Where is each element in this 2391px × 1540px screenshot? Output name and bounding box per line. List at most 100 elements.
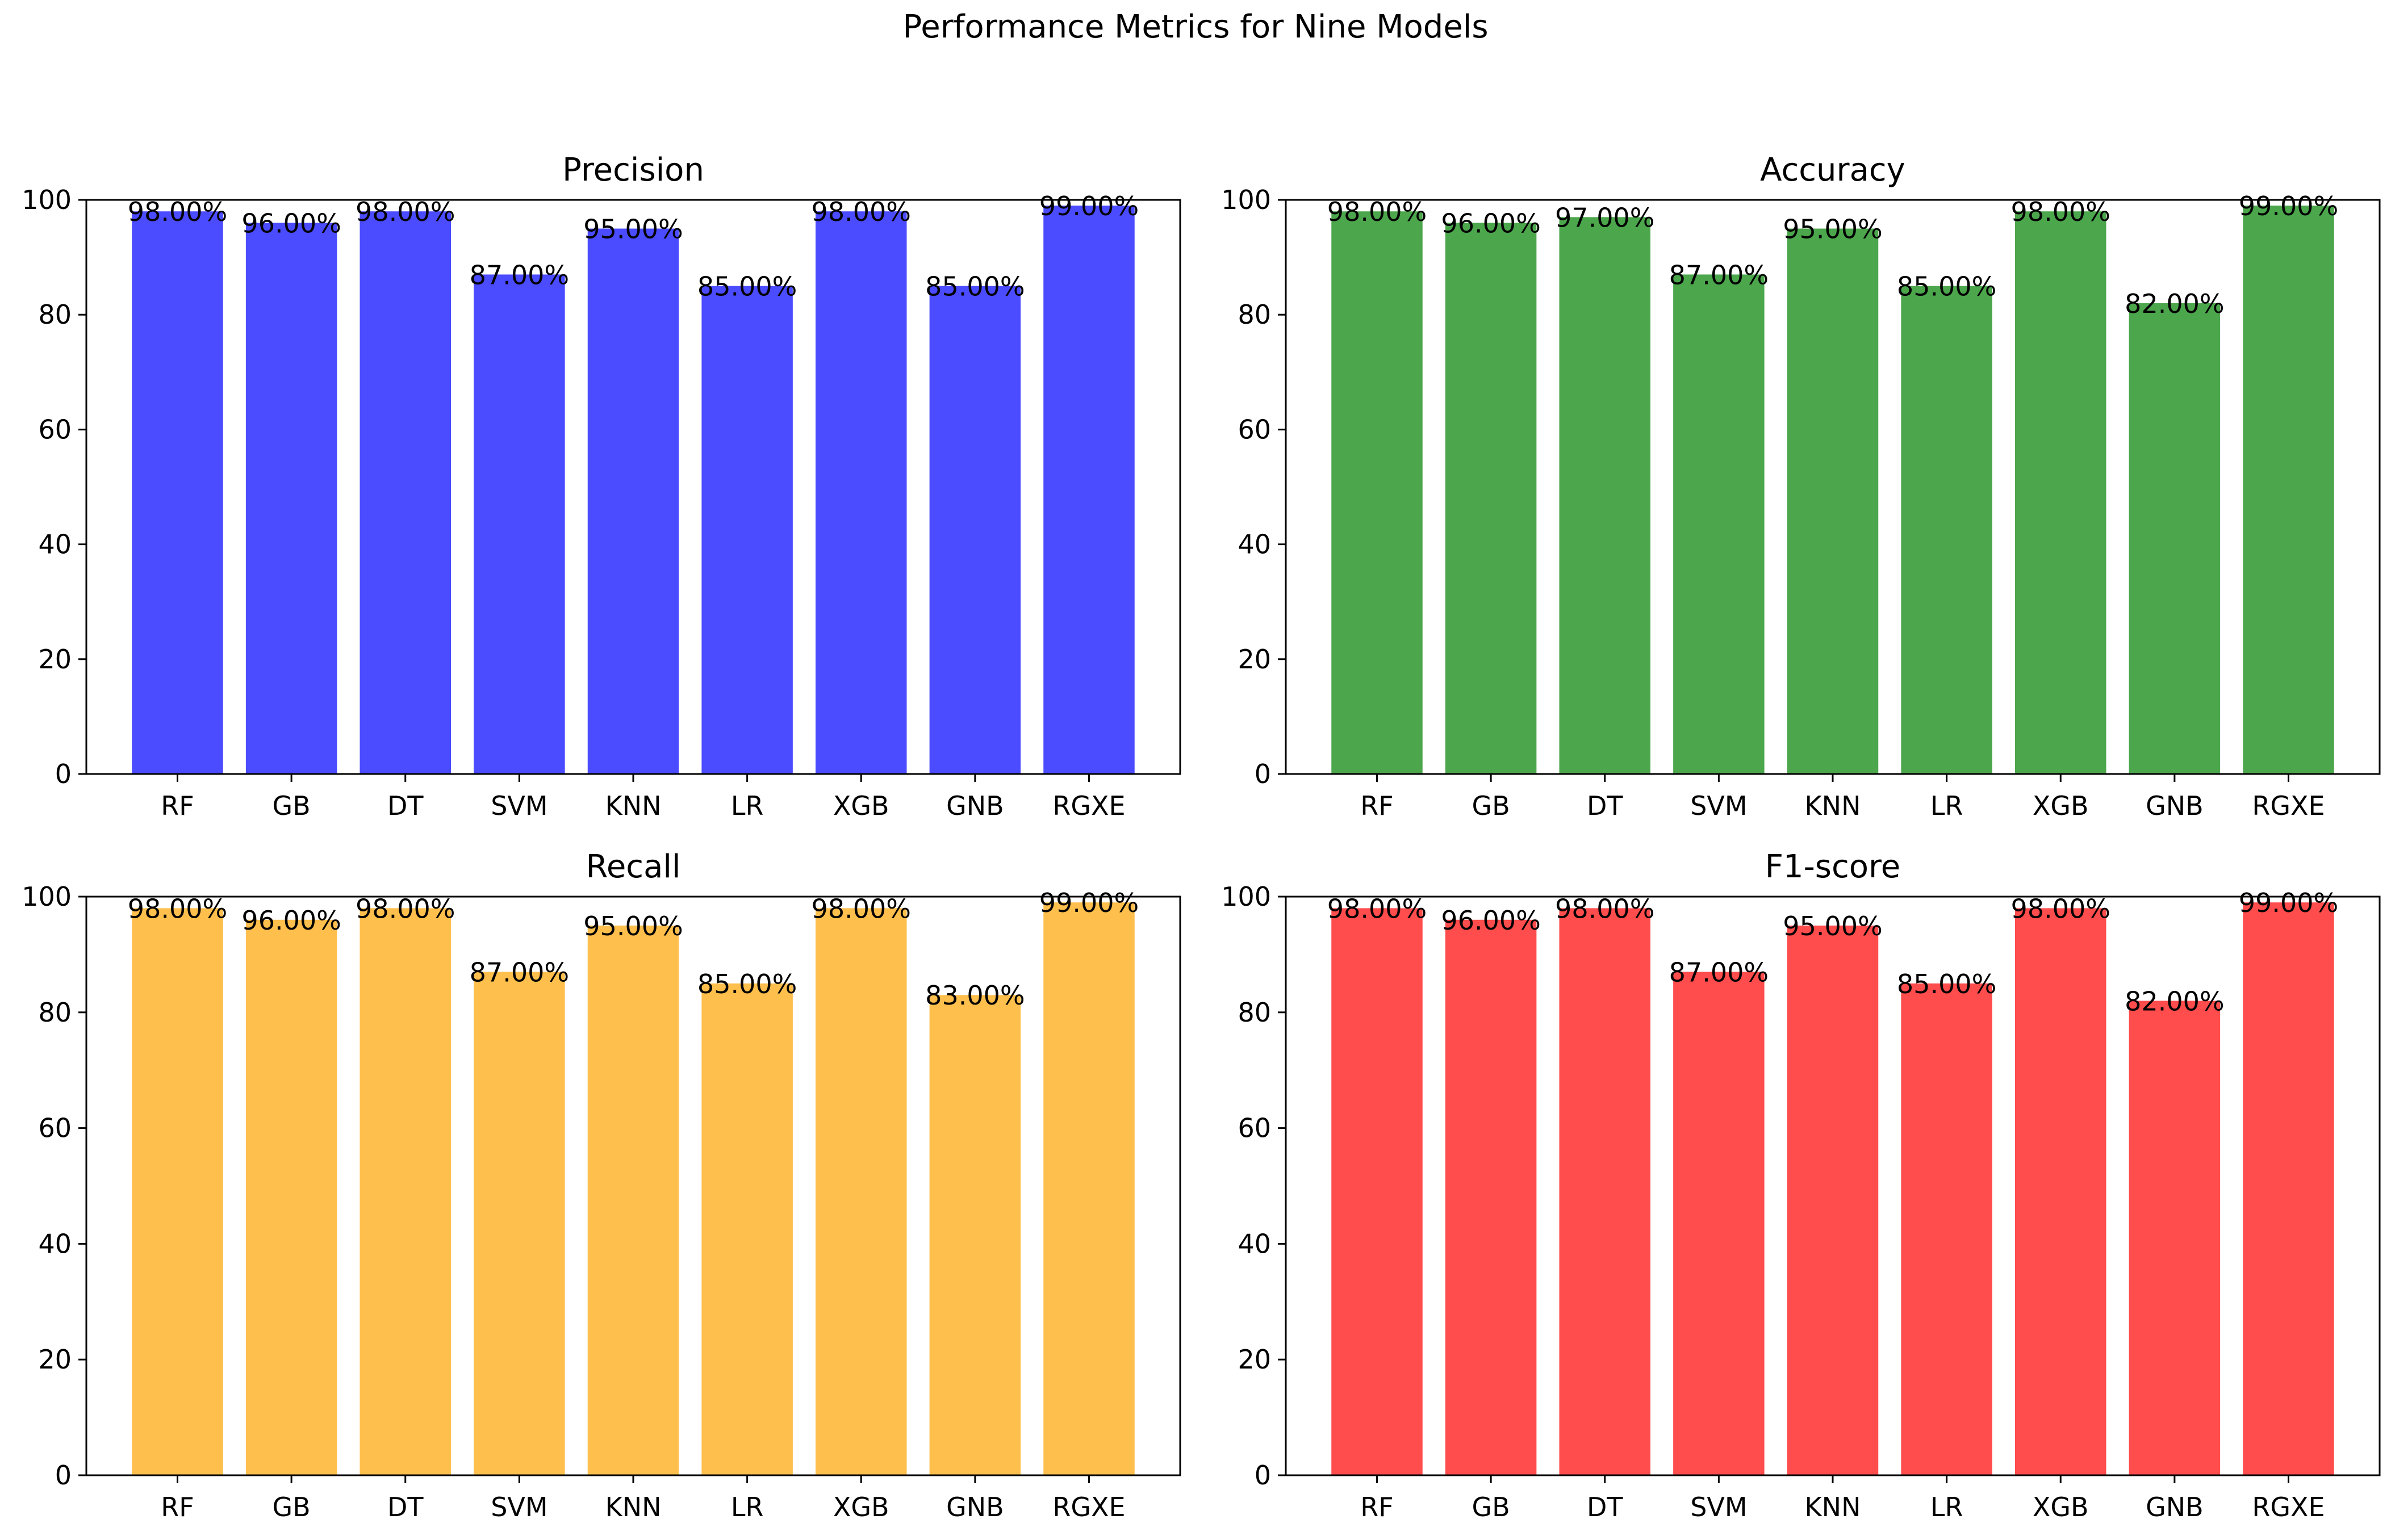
value-label-rf: 98.00% [1327,196,1427,227]
x-tick-label-rf: RF [161,1492,194,1522]
x-tick-label-rgxe: RGXE [2252,790,2325,821]
value-label-dt: 98.00% [356,893,455,924]
chart-title: Precision [562,152,704,189]
value-label-rgxe: 99.00% [2239,888,2338,918]
bar-svm [474,972,565,1475]
y-tick-label: 100 [22,185,72,215]
x-tick-label-gb: GB [273,1492,311,1522]
value-label-gb: 96.00% [241,208,341,238]
y-tick-label: 20 [1238,1344,1271,1375]
value-label-lr: 85.00% [697,271,797,302]
x-tick-label-svm: SVM [1690,790,1747,821]
x-tick-label-dt: DT [1587,1492,1623,1522]
bar-dt [1559,908,1650,1475]
y-tick-label: 40 [38,529,72,560]
bar-gnb [929,995,1021,1475]
bar-lr [1901,983,1992,1475]
y-tick-label: 40 [1238,1228,1271,1259]
value-label-knn: 95.00% [583,911,683,941]
value-label-dt: 98.00% [1555,893,1654,924]
bar-rf [132,908,223,1475]
x-tick-label-xgb: XGB [2033,1492,2089,1522]
x-tick-label-gnb: GNB [2146,790,2204,821]
chart-title: F1-score [1765,848,1901,885]
bar-dt [360,211,451,775]
x-tick-label-rf: RF [1360,790,1393,821]
y-tick-label: 100 [1221,185,1271,215]
bar-svm [474,274,565,774]
bar-gnb [929,286,1021,774]
value-label-lr: 85.00% [1897,969,1996,999]
y-tick-label: 40 [38,1228,72,1259]
bar-knn [587,925,679,1475]
value-label-rf: 98.00% [1327,893,1427,924]
bar-gb [1445,919,1537,1475]
bar-gb [1445,223,1537,774]
value-label-dt: 97.00% [1555,202,1654,233]
bar-rf [1331,211,1423,775]
value-label-xgb: 98.00% [812,893,911,924]
value-label-rgxe: 99.00% [1039,888,1139,918]
x-tick-label-gb: GB [1472,1492,1510,1522]
bar-lr [701,286,793,774]
x-tick-label-svm: SVM [491,1492,547,1522]
value-label-gb: 96.00% [241,905,341,936]
x-tick-label-dt: DT [1587,790,1623,821]
value-label-knn: 95.00% [583,214,683,245]
x-tick-label-xgb: XGB [833,790,889,821]
y-tick-label: 100 [1221,881,1271,912]
bar-xgb [2015,908,2106,1475]
bar-lr [1901,286,1992,774]
y-tick-label: 80 [38,997,72,1028]
y-tick-label: 20 [1238,644,1271,675]
x-tick-label-svm: SVM [1690,1492,1747,1522]
x-tick-label-rgxe: RGXE [2252,1492,2325,1522]
value-label-svm: 87.00% [470,260,569,290]
x-tick-label-gnb: GNB [2146,1492,2204,1522]
bar-rf [132,211,223,775]
y-tick-label: 40 [1238,529,1271,560]
value-label-svm: 87.00% [470,957,569,987]
x-tick-label-rf: RF [161,790,194,821]
x-tick-label-lr: LR [731,1492,764,1522]
y-tick-label: 60 [38,414,72,445]
value-label-gnb: 82.00% [2125,986,2224,1016]
value-label-gb: 96.00% [1441,208,1540,238]
y-tick-label: 60 [1238,1113,1271,1144]
bar-gb [245,223,337,774]
value-label-xgb: 98.00% [2011,893,2110,924]
value-label-gnb: 82.00% [2125,288,2224,319]
value-label-gnb: 83.00% [925,980,1025,1011]
value-label-rf: 98.00% [128,196,227,227]
y-tick-label: 0 [55,1460,72,1491]
bar-rf [1331,908,1423,1475]
bar-gnb [2129,1001,2221,1475]
bar-svm [1673,274,1765,774]
value-label-knn: 95.00% [1783,214,1882,245]
bar-xgb [2015,211,2106,775]
value-label-xgb: 98.00% [2011,196,2110,227]
value-label-dt: 98.00% [356,196,455,227]
x-tick-label-lr: LR [731,790,764,821]
x-tick-label-svm: SVM [491,790,547,821]
bar-rgxe [2243,902,2334,1475]
y-tick-label: 0 [1255,1460,1271,1491]
y-tick-label: 0 [1255,759,1271,789]
chart-panel-recall: 98.00% 96.00% 98.00% 87.00% 95.00% 85.00% 98.0… [22,848,1181,1522]
value-label-svm: 87.00% [1669,260,1769,290]
bar-xgb [816,211,907,775]
y-tick-label: 80 [1238,299,1271,330]
bar-gnb [2129,303,2221,774]
x-tick-label-gnb: GNB [946,1492,1004,1522]
y-tick-label: 80 [38,299,72,330]
bar-gb [245,919,337,1475]
x-tick-label-knn: KNN [605,1492,662,1522]
chart-panel-precision: 98.00% 96.00% 98.00% 87.00% 95.00% 85.00% 98.0… [22,152,1181,821]
chart-panel-accuracy: 98.00% 96.00% 97.00% 87.00% 95.00% 85.00% 98.0… [1221,152,2381,821]
value-label-rf: 98.00% [128,893,227,924]
bar-knn [1787,228,1879,774]
x-tick-label-knn: KNN [1805,790,1861,821]
y-tick-label: 20 [38,644,72,675]
x-tick-label-xgb: XGB [833,1492,889,1522]
bar-xgb [816,908,907,1475]
